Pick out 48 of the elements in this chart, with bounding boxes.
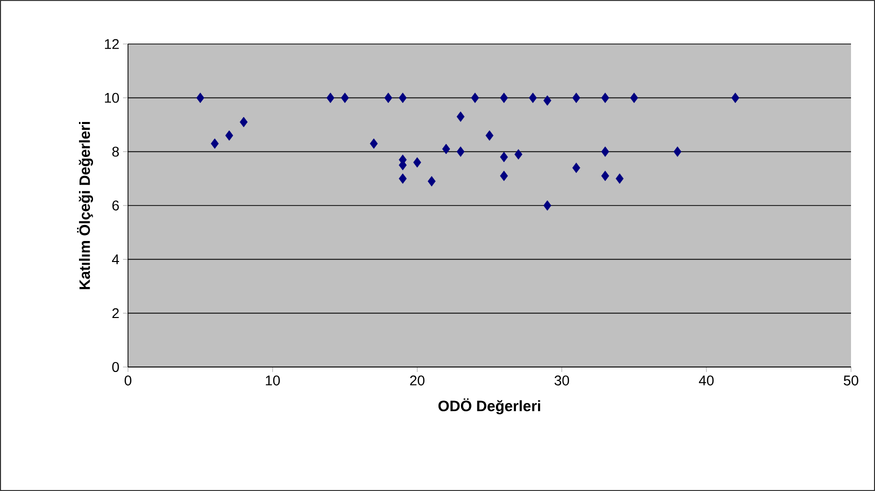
point bbox=[543, 95, 552, 106]
y-tick-label: 12 bbox=[104, 39, 119, 49]
y-tick-label: 10 bbox=[104, 92, 119, 103]
point bbox=[500, 92, 508, 104]
point bbox=[326, 92, 334, 104]
point bbox=[428, 176, 436, 186]
point bbox=[630, 92, 638, 104]
y-tick-label: 0 bbox=[112, 362, 119, 372]
x-tick-label: 0 bbox=[124, 376, 132, 386]
y-axis-title: Katılım Ölçeği Değerleri bbox=[77, 122, 94, 290]
x-tick-label: 10 bbox=[266, 376, 280, 386]
point bbox=[731, 92, 740, 104]
point bbox=[225, 130, 234, 141]
x-tick-label: 30 bbox=[554, 376, 570, 386]
point bbox=[210, 138, 219, 149]
x-tick-label: 50 bbox=[844, 376, 858, 386]
point bbox=[601, 170, 610, 182]
point bbox=[398, 92, 407, 104]
point bbox=[456, 146, 465, 157]
point bbox=[398, 173, 407, 184]
point bbox=[514, 149, 522, 160]
point bbox=[500, 170, 508, 182]
point bbox=[572, 92, 580, 104]
y-tick-label: 2 bbox=[112, 308, 119, 318]
point bbox=[500, 152, 508, 162]
point bbox=[528, 92, 537, 104]
point bbox=[616, 173, 624, 184]
x-tick-label: 40 bbox=[698, 376, 714, 386]
point bbox=[196, 92, 204, 104]
y-tick-label: 6 bbox=[112, 200, 119, 210]
point bbox=[471, 92, 479, 104]
y-tick-label: 4 bbox=[112, 254, 120, 264]
point bbox=[413, 157, 422, 168]
point bbox=[601, 92, 610, 104]
point bbox=[370, 138, 378, 149]
point bbox=[442, 144, 450, 154]
point bbox=[674, 146, 682, 157]
point bbox=[240, 116, 248, 128]
point bbox=[456, 111, 465, 122]
point bbox=[543, 200, 552, 211]
point bbox=[384, 92, 392, 104]
point bbox=[486, 130, 494, 141]
point bbox=[572, 162, 580, 174]
point bbox=[340, 92, 349, 104]
x-axis-title: ODÖ Değerleri bbox=[438, 398, 540, 414]
y-tick-label: 8 bbox=[112, 146, 119, 157]
x-tick-label: 20 bbox=[410, 376, 424, 386]
point bbox=[601, 146, 610, 157]
